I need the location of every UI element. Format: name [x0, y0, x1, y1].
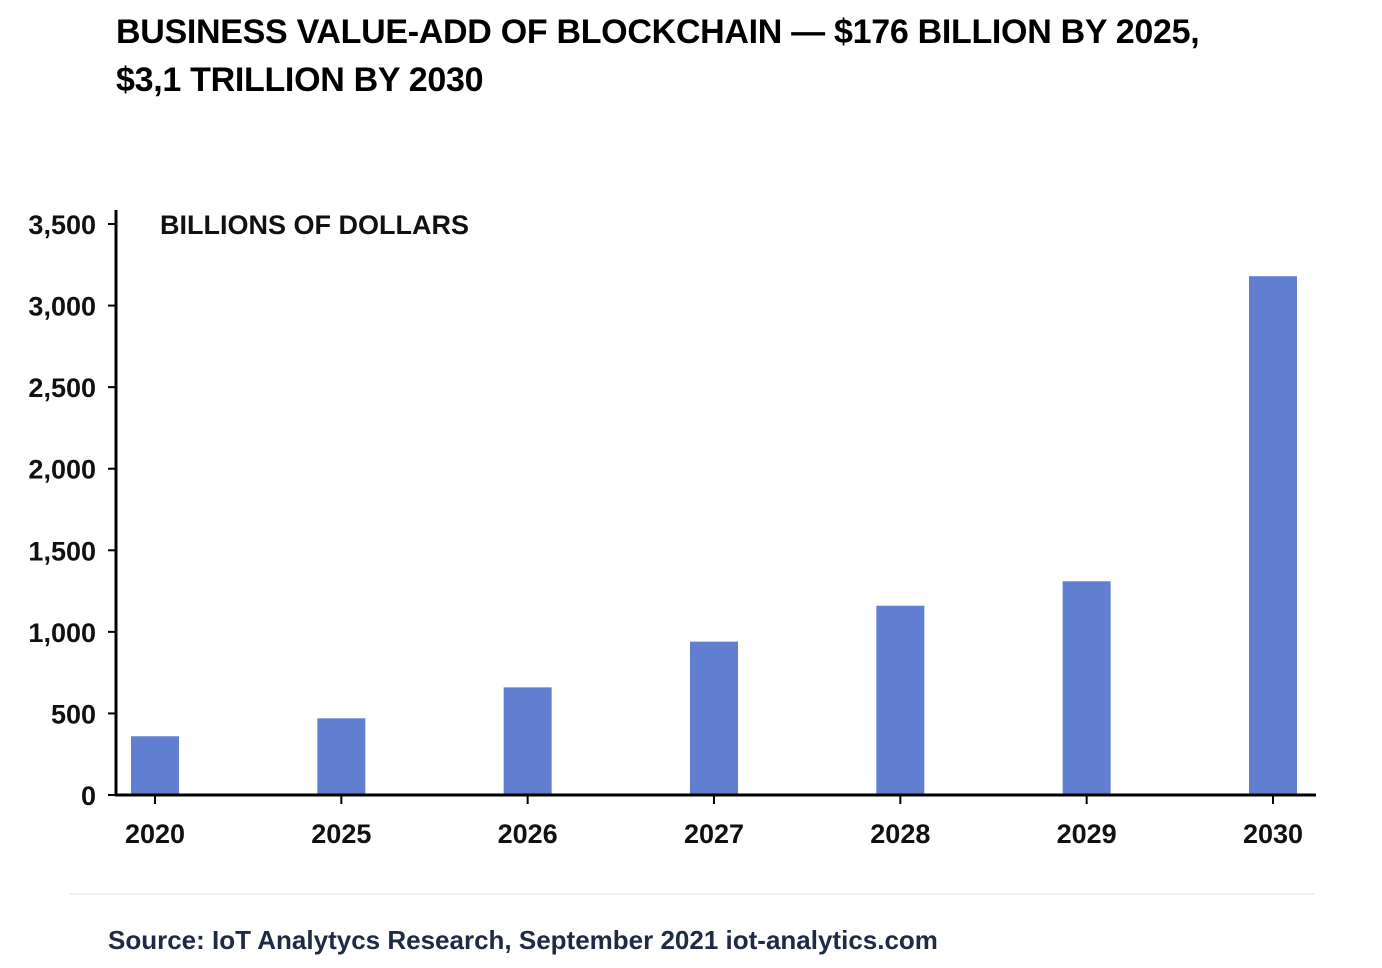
bars — [131, 276, 1297, 796]
x-tick-label: 2028 — [870, 819, 930, 849]
y-axis-ticks: 0 500 1,000 1,500 2,000 2,500 3,000 3,500 — [28, 210, 116, 811]
y-tick-label: 3,500 — [28, 210, 96, 240]
x-tick-label: 2026 — [498, 819, 558, 849]
chart-title-line-2: $3,1 TRILLION BY 2030 — [116, 61, 484, 99]
y-tick-label: 2,000 — [28, 455, 96, 485]
x-tick-label: 2027 — [684, 819, 744, 849]
bar-2027 — [690, 641, 738, 795]
footer-divider — [70, 893, 1314, 895]
chart-title-line-1: BUSINESS VALUE-ADD OF BLOCKCHAIN — $176 … — [116, 13, 1200, 51]
y-tick-label: 0 — [81, 781, 96, 811]
x-tick-label: 2025 — [311, 819, 371, 849]
bar-2026 — [503, 687, 552, 795]
x-tick-label: 2030 — [1243, 819, 1303, 849]
y-axis-label: BILLIONS OF DOLLARS — [160, 210, 469, 240]
source-note: Source: IoT Analytycs Research, Septembe… — [108, 925, 938, 955]
y-tick-label: 2,500 — [28, 373, 96, 403]
bar-2029 — [1062, 581, 1111, 795]
bar-2030 — [1249, 276, 1297, 796]
x-tick-label: 2029 — [1057, 819, 1117, 849]
y-tick-label: 3,000 — [28, 292, 96, 322]
y-tick-label: 1,500 — [28, 536, 96, 566]
chart-title: BUSINESS VALUE-ADD OF BLOCKCHAIN — $176 … — [116, 8, 1376, 104]
bar-2028 — [876, 605, 925, 795]
bar-2020 — [131, 736, 179, 795]
x-axis-labels: 2020 2025 2026 2027 2028 2029 2030 — [125, 795, 1303, 849]
y-tick-label: 1,000 — [28, 618, 96, 648]
x-tick-label: 2020 — [125, 819, 185, 849]
y-tick-label: 500 — [51, 699, 96, 729]
bar-2025 — [317, 718, 366, 795]
